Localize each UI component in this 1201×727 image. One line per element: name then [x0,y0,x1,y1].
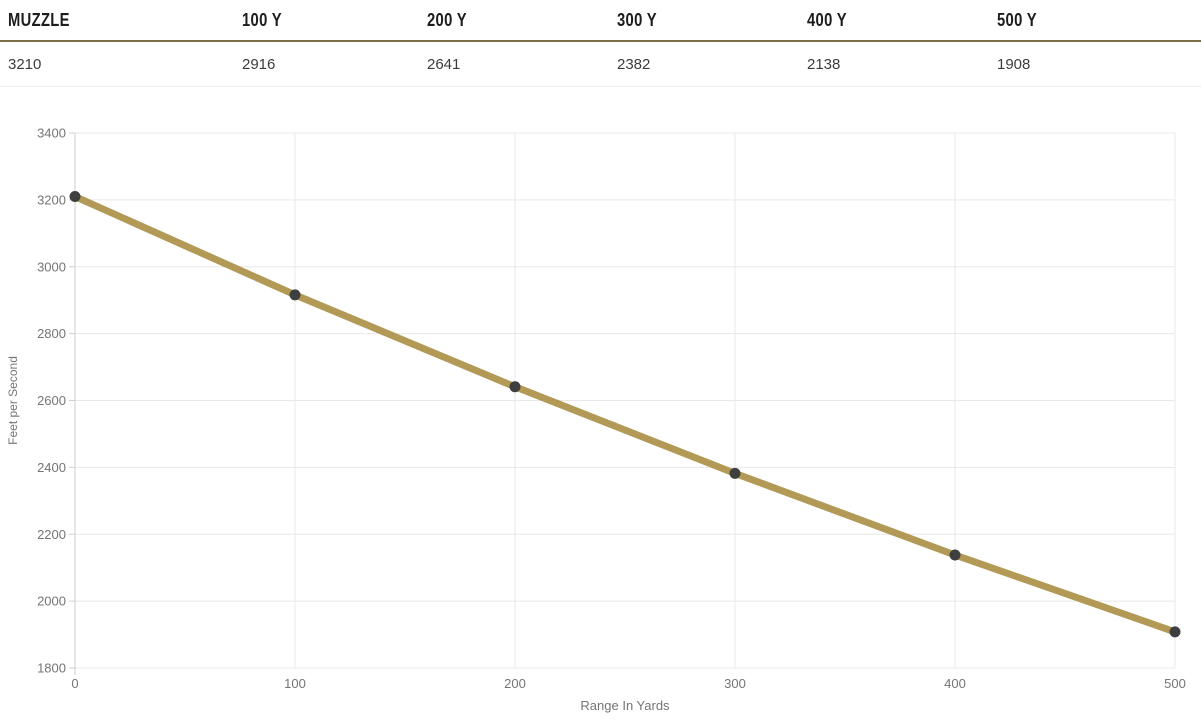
y-axis-title: Feet per Second [6,356,20,445]
table-value-cell: 3210 [8,55,42,73]
y-tick-label: 1800 [37,661,66,676]
table-header-label: 100 Y [242,10,282,30]
table-value-cell: 2916 [242,55,276,73]
table-header-cell: 300 Y [617,0,807,31]
table-header-label: 500 Y [997,10,1037,30]
table-value-cell: 2382 [617,55,651,73]
table-header-label: 200 Y [427,10,467,30]
table-header-label: 400 Y [807,10,847,30]
data-point-marker[interactable] [289,289,301,301]
velocity-table-value-row: 3210 2916 2641 2382 2138 1908 [0,42,1201,87]
data-point-marker[interactable] [729,467,741,479]
x-tick-label: 100 [284,676,306,691]
velocity-line-chart: 1800 2000 2200 2400 2600 2800 3000 3200 3400 0 100… [6,126,1186,714]
table-header-cell: 500 Y [997,0,1201,31]
y-tick-label: 2600 [37,393,66,408]
y-tick-label: 2400 [37,460,66,475]
velocity-table: MUZZLE 100 Y 200 Y 300 Y 400 Y 500 Y 3210 2916… [0,0,1201,87]
data-point-marker[interactable] [949,549,961,561]
table-header-cell: MUZZLE [8,0,242,31]
velocity-chart: 1800 2000 2200 2400 2600 2800 3000 3200 3400 0 100… [0,120,1201,727]
table-header-label: 300 Y [617,10,657,30]
x-tick-label: 400 [944,676,966,691]
x-tick-label: 0 [71,676,78,691]
y-tick-label: 2800 [37,326,66,341]
data-point-marker[interactable] [1169,626,1181,638]
data-point-marker[interactable] [509,381,521,393]
y-tick-label: 2200 [37,527,66,542]
x-tick-label: 300 [724,676,746,691]
table-header-label: MUZZLE [8,10,70,30]
y-tick-label: 3400 [37,126,66,141]
table-value-cell: 2138 [807,55,841,73]
y-tick-label: 3000 [37,259,66,274]
velocity-table-header-row: MUZZLE 100 Y 200 Y 300 Y 400 Y 500 Y [0,0,1201,42]
table-header-cell: 200 Y [427,0,617,31]
x-axis-title: Range In Yards [580,698,670,713]
y-tick-label: 2000 [37,594,66,609]
x-tick-label: 500 [1164,676,1186,691]
data-point-marker[interactable] [69,191,81,203]
x-tick-label: 200 [504,676,526,691]
y-tick-label: 3200 [37,192,66,207]
velocity-series-line [71,193,1179,636]
table-header-cell: 400 Y [807,0,997,31]
table-value-cell: 1908 [997,55,1031,73]
table-value-cell: 2641 [427,55,461,73]
table-header-cell: 100 Y [242,0,427,31]
